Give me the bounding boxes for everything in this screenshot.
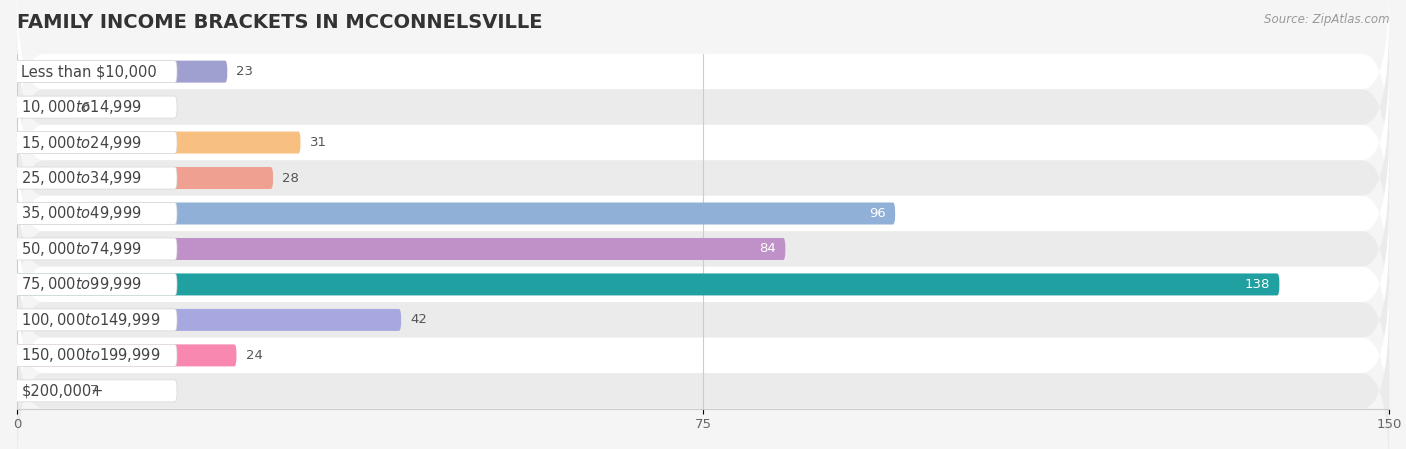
Text: 28: 28 [283, 172, 299, 185]
FancyBboxPatch shape [3, 344, 177, 366]
FancyBboxPatch shape [3, 132, 177, 154]
FancyBboxPatch shape [3, 96, 177, 118]
FancyBboxPatch shape [17, 160, 1389, 338]
FancyBboxPatch shape [17, 125, 1389, 302]
FancyBboxPatch shape [17, 202, 896, 224]
FancyBboxPatch shape [3, 202, 177, 224]
Text: $150,000 to $199,999: $150,000 to $199,999 [21, 346, 160, 365]
FancyBboxPatch shape [17, 167, 273, 189]
Text: 42: 42 [411, 313, 427, 326]
Text: FAMILY INCOME BRACKETS IN MCCONNELSVILLE: FAMILY INCOME BRACKETS IN MCCONNELSVILLE [17, 13, 543, 32]
FancyBboxPatch shape [3, 273, 177, 295]
FancyBboxPatch shape [17, 273, 1279, 295]
FancyBboxPatch shape [17, 89, 1389, 267]
Text: $10,000 to $14,999: $10,000 to $14,999 [21, 98, 142, 116]
Text: Less than $10,000: Less than $10,000 [21, 64, 157, 79]
Circle shape [10, 347, 14, 364]
FancyBboxPatch shape [17, 302, 1389, 449]
FancyBboxPatch shape [3, 167, 177, 189]
FancyBboxPatch shape [3, 61, 177, 83]
Circle shape [10, 170, 14, 186]
Text: 7: 7 [90, 384, 98, 397]
FancyBboxPatch shape [17, 309, 401, 331]
Text: 31: 31 [309, 136, 326, 149]
Text: 96: 96 [869, 207, 886, 220]
FancyBboxPatch shape [17, 132, 301, 154]
FancyBboxPatch shape [17, 238, 786, 260]
Text: $35,000 to $49,999: $35,000 to $49,999 [21, 204, 142, 223]
FancyBboxPatch shape [17, 18, 1389, 196]
Text: 24: 24 [246, 349, 263, 362]
Text: $15,000 to $24,999: $15,000 to $24,999 [21, 133, 142, 152]
Text: $75,000 to $99,999: $75,000 to $99,999 [21, 275, 142, 294]
Text: 138: 138 [1244, 278, 1270, 291]
Text: $200,000+: $200,000+ [21, 383, 104, 398]
Circle shape [10, 241, 14, 257]
Text: $25,000 to $34,999: $25,000 to $34,999 [21, 169, 142, 187]
FancyBboxPatch shape [17, 0, 1389, 160]
Text: 23: 23 [236, 65, 253, 78]
Circle shape [10, 276, 14, 293]
FancyBboxPatch shape [17, 96, 72, 118]
Circle shape [10, 312, 14, 328]
Text: 84: 84 [759, 242, 776, 255]
Circle shape [10, 63, 14, 80]
Circle shape [10, 134, 14, 151]
FancyBboxPatch shape [17, 196, 1389, 373]
FancyBboxPatch shape [3, 309, 177, 331]
Text: $100,000 to $149,999: $100,000 to $149,999 [21, 311, 160, 329]
FancyBboxPatch shape [17, 54, 1389, 231]
Text: $50,000 to $74,999: $50,000 to $74,999 [21, 240, 142, 258]
FancyBboxPatch shape [17, 61, 228, 83]
FancyBboxPatch shape [3, 380, 177, 402]
FancyBboxPatch shape [17, 267, 1389, 444]
Circle shape [10, 99, 14, 115]
FancyBboxPatch shape [3, 238, 177, 260]
Circle shape [10, 383, 14, 399]
Text: 6: 6 [82, 101, 90, 114]
FancyBboxPatch shape [17, 344, 236, 366]
Circle shape [10, 205, 14, 222]
FancyBboxPatch shape [17, 231, 1389, 409]
FancyBboxPatch shape [17, 380, 82, 402]
Text: Source: ZipAtlas.com: Source: ZipAtlas.com [1264, 13, 1389, 26]
